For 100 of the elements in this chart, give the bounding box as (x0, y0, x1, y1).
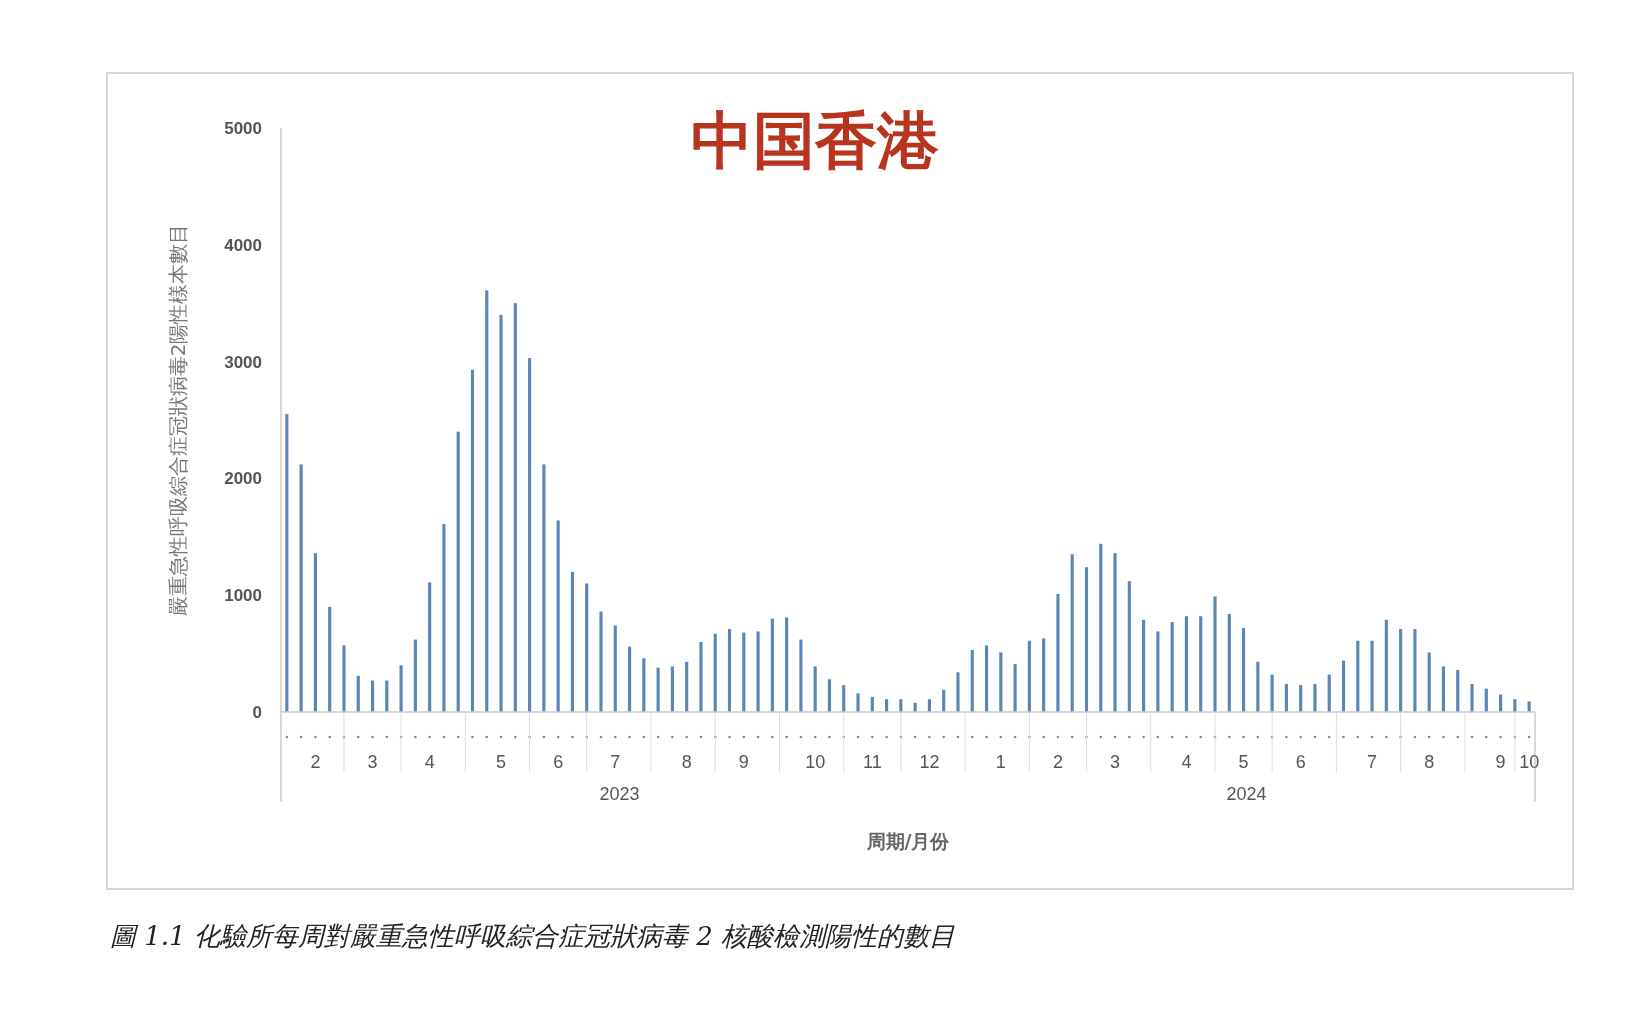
bar (1370, 640, 1374, 712)
bar (1027, 640, 1031, 712)
bar (356, 675, 360, 712)
bar (1213, 596, 1217, 712)
bar (999, 652, 1003, 712)
bar (1441, 666, 1446, 712)
bar (442, 523, 446, 712)
bar (1399, 629, 1403, 712)
bar (827, 679, 832, 712)
bar (613, 625, 617, 712)
bar (956, 672, 960, 712)
x-tick-label: 8 (681, 752, 692, 772)
bar (285, 414, 289, 712)
bar (1413, 629, 1417, 712)
text: 2024 (1226, 784, 1267, 804)
bar (1042, 638, 1046, 712)
bar (685, 661, 689, 712)
bar (313, 553, 317, 712)
bar (856, 693, 860, 712)
bar (599, 611, 603, 712)
bar (713, 633, 717, 712)
x-tick-label: 9 (1495, 752, 1506, 772)
bar (499, 314, 503, 712)
bar (542, 464, 546, 712)
bar (1056, 594, 1060, 712)
x-tick-label: 5 (1238, 752, 1249, 772)
bar (1170, 622, 1174, 712)
x-tick-label: 6 (1295, 752, 1306, 772)
bar (727, 629, 732, 712)
bar (942, 689, 946, 712)
bar (1013, 664, 1017, 712)
x-tick-label: 6 (553, 752, 564, 772)
bar (742, 632, 746, 712)
bar (513, 303, 517, 712)
chart-title: 中国香港 (691, 106, 939, 175)
bar (1341, 660, 1346, 712)
x-tick-label: 2 (1052, 752, 1063, 772)
bar (1099, 543, 1103, 712)
bar (1127, 581, 1131, 712)
x-tick-label: 9 (738, 752, 749, 772)
bar (528, 358, 532, 712)
bar (813, 666, 817, 712)
x-tick-label: 8 (1424, 752, 1435, 772)
y-tick-label: 2000 (224, 469, 262, 489)
bar (299, 464, 303, 712)
bar (413, 639, 417, 712)
bar (1256, 661, 1260, 712)
bar (1184, 616, 1189, 712)
bar (785, 617, 789, 712)
y-axis-title: 嚴重急性呼吸綜合症冠狀病毒2陽性樣本數目 (166, 223, 190, 617)
bar (485, 290, 489, 712)
y-tick-label: 0 (252, 703, 262, 722)
y-tick-label: 5000 (224, 119, 262, 138)
bar (670, 666, 674, 712)
x-tick-label: 12 (919, 752, 940, 772)
bar (1284, 683, 1288, 712)
bar (556, 520, 560, 712)
bar (399, 665, 403, 712)
bar (1356, 640, 1360, 712)
bar (642, 658, 646, 712)
x-tick-label: 3 (367, 752, 378, 772)
bar (342, 645, 346, 712)
bar (1241, 627, 1246, 712)
bar (1227, 613, 1231, 712)
bar (627, 646, 632, 712)
bar (1513, 699, 1517, 712)
bar (656, 667, 660, 712)
bar (1327, 674, 1331, 712)
bar (1199, 616, 1203, 712)
bar (385, 680, 389, 712)
bar (1084, 567, 1089, 712)
x-tick-label: 10 (1519, 752, 1540, 772)
bar (984, 645, 989, 712)
bar (770, 618, 774, 712)
x-axis-title: 周期/月份 (865, 830, 951, 852)
y-tick-label: 1000 (224, 586, 262, 606)
bar (970, 650, 974, 712)
x-tick-label: 10 (805, 752, 826, 772)
bar (585, 583, 589, 712)
x-tick-label: 3 (1110, 752, 1121, 772)
bar (1142, 619, 1146, 712)
y-tick-label: 4000 (224, 235, 262, 255)
bar (1470, 683, 1474, 712)
x-tick-label: 11 (862, 752, 882, 772)
bar (1456, 669, 1460, 712)
bar (1313, 683, 1317, 712)
bar (428, 582, 432, 712)
bar (842, 685, 846, 712)
x-tick-label: 2 (310, 752, 321, 772)
bar (456, 431, 460, 712)
bar (1499, 694, 1503, 712)
x-tick-label: 4 (424, 752, 435, 772)
bar (927, 699, 931, 712)
x-tick-label: 4 (1181, 752, 1192, 772)
bar (699, 641, 703, 712)
bar (885, 699, 889, 712)
x-tick-label: 7 (610, 752, 621, 772)
bar (1384, 619, 1388, 712)
x-tick-label: 7 (1367, 752, 1378, 772)
x-tick-label: 1 (995, 752, 1006, 772)
